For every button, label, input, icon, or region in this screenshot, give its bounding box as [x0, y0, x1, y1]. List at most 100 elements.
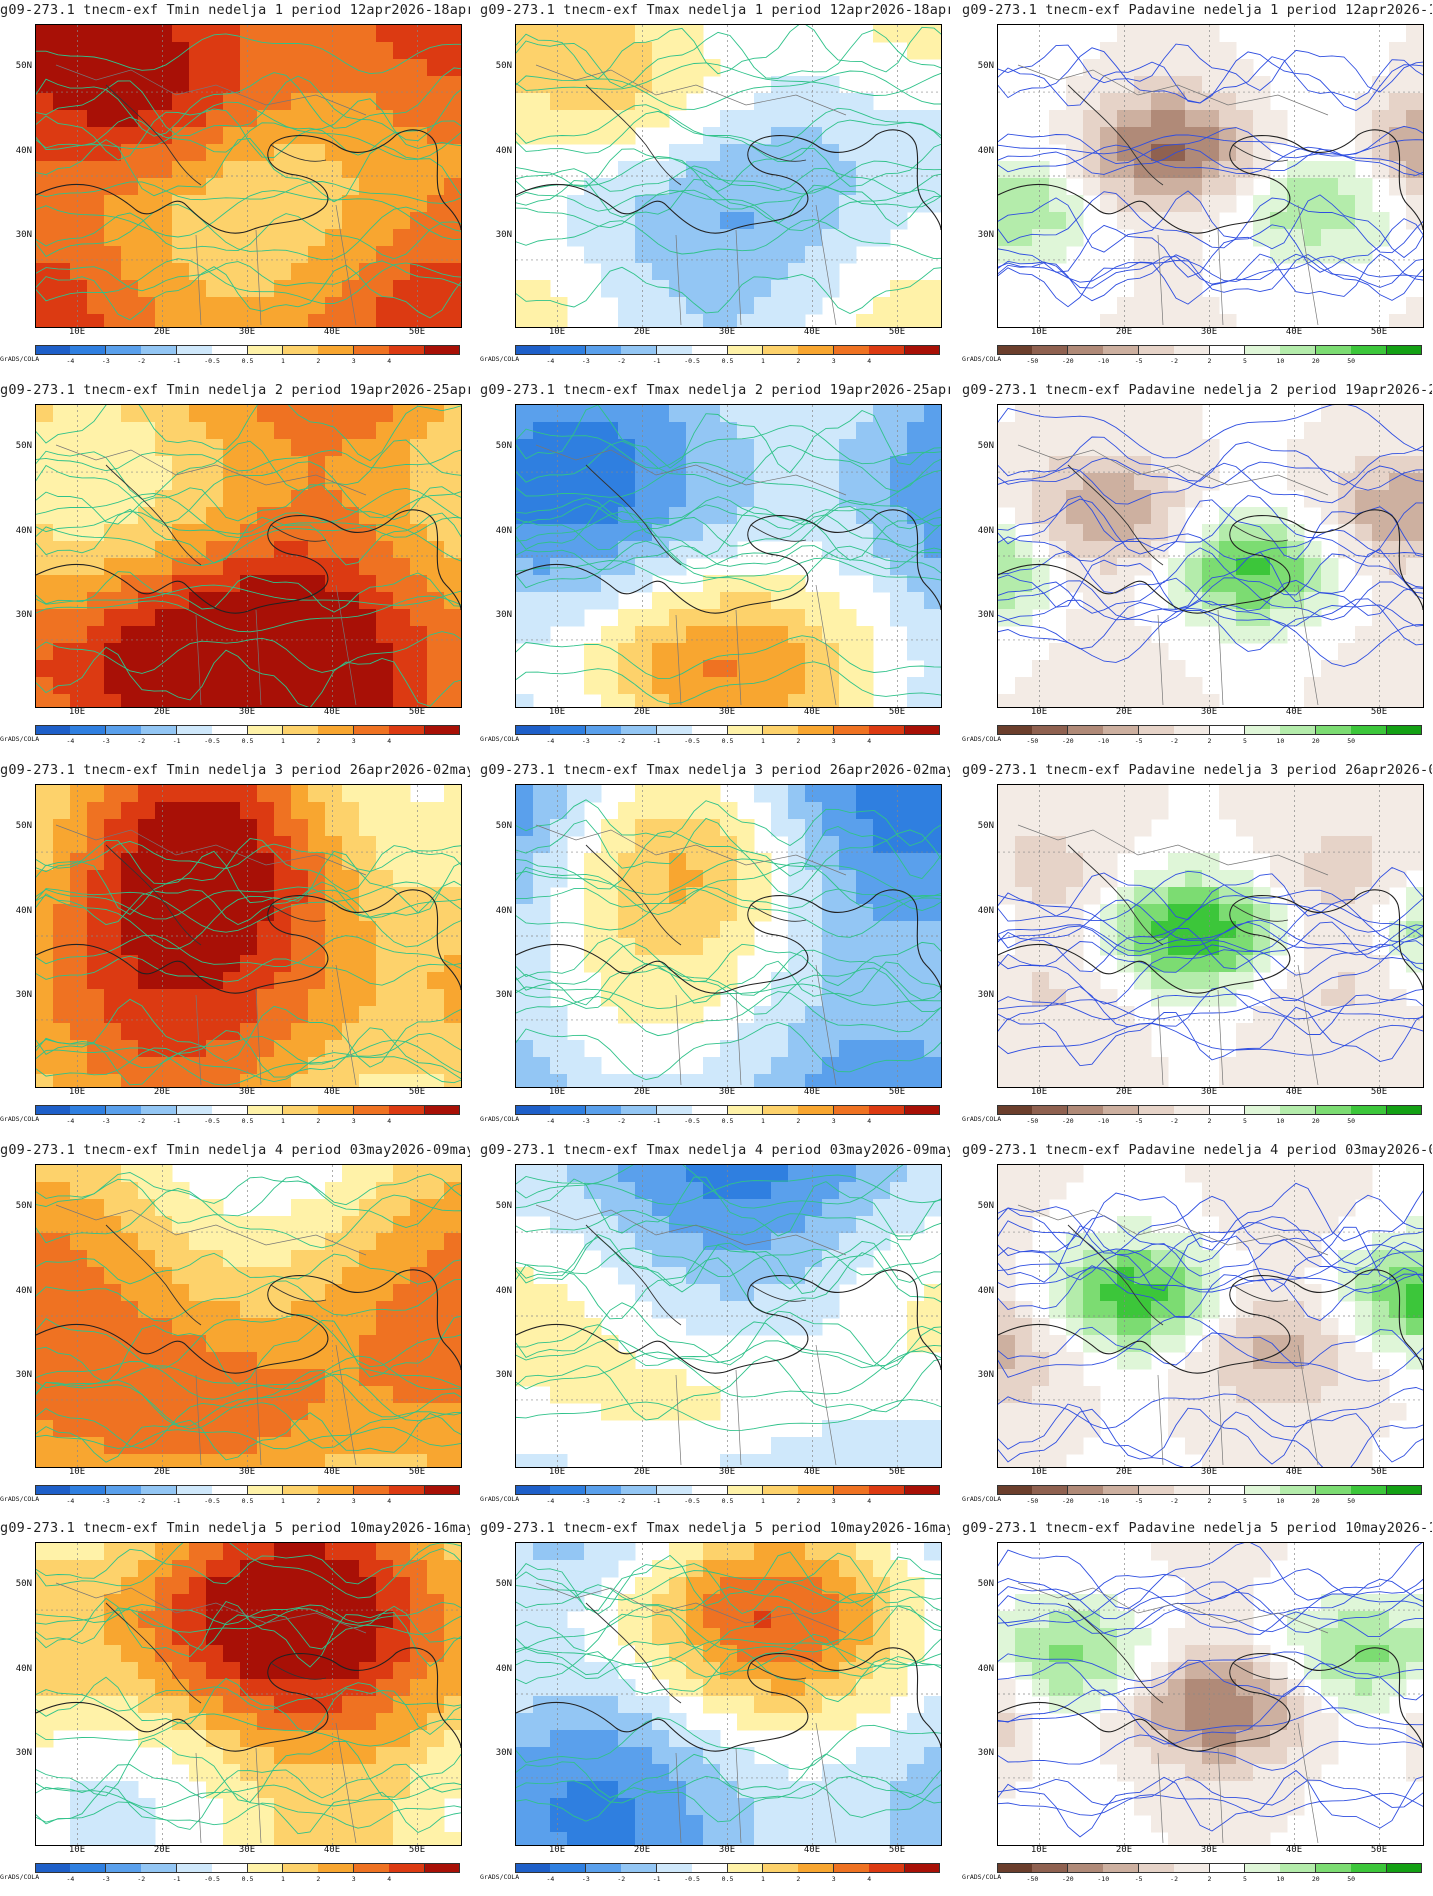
map-field — [36, 785, 461, 1087]
field-cell — [652, 1369, 670, 1387]
field-cell — [1083, 456, 1101, 474]
field-cell — [907, 1454, 925, 1467]
field-cell — [104, 490, 122, 508]
field-cell — [1117, 422, 1135, 440]
field-cell — [70, 280, 88, 298]
field-cell — [516, 1318, 534, 1336]
grads-credit: GrADS/COLA — [0, 735, 39, 743]
field-cell — [138, 524, 156, 542]
field-cell — [1100, 1006, 1118, 1024]
field-cell — [1389, 456, 1407, 474]
field-cell — [771, 490, 789, 508]
field-cell — [1100, 110, 1118, 128]
field-cell — [1219, 524, 1237, 542]
field-cell — [1032, 422, 1050, 440]
field-cell — [206, 42, 224, 60]
field-cell — [240, 694, 258, 707]
field-cell — [274, 1352, 292, 1370]
field-cell — [104, 802, 122, 820]
field-cell — [1049, 405, 1067, 423]
field-cell — [703, 473, 721, 491]
field-cell — [1134, 694, 1152, 707]
field-cell — [223, 643, 241, 661]
field-cell — [291, 626, 309, 644]
colorbar-label: -1 — [165, 1117, 189, 1125]
field-cell — [410, 575, 428, 593]
field-cell — [1168, 144, 1186, 162]
field-cell — [805, 246, 823, 264]
field-cell — [1406, 1318, 1423, 1336]
field-cell — [516, 1352, 534, 1370]
field-cell — [121, 42, 139, 60]
field-cell — [516, 853, 534, 871]
field-cell — [856, 229, 874, 247]
field-cell — [550, 1386, 568, 1404]
field-cell — [754, 609, 772, 627]
field-cell — [257, 643, 275, 661]
field-cell — [1066, 989, 1084, 1007]
field-cell — [70, 1335, 88, 1353]
field-cell — [805, 904, 823, 922]
field-cell — [1321, 507, 1339, 525]
field-cell — [291, 802, 309, 820]
field-cell — [36, 541, 54, 559]
field-cell — [907, 955, 925, 973]
field-cell — [240, 42, 258, 60]
field-cell — [444, 1074, 461, 1087]
field-cell — [410, 195, 428, 213]
lat-label: 50N — [482, 441, 512, 451]
lon-label: 10E — [1024, 707, 1054, 717]
field-cell — [87, 853, 105, 871]
field-cell — [240, 1335, 258, 1353]
field-cell — [1168, 904, 1186, 922]
field-cell — [1389, 93, 1407, 111]
field-cell — [822, 1233, 840, 1251]
field-cell — [189, 314, 207, 327]
field-cell — [325, 558, 343, 576]
field-cell — [444, 1233, 461, 1251]
field-cell — [998, 1250, 1016, 1268]
field-cell — [652, 819, 670, 837]
field-cell — [1083, 1074, 1101, 1087]
field-cell — [87, 195, 105, 213]
field-cell — [138, 422, 156, 440]
field-cell — [1270, 819, 1288, 837]
field-cell — [1100, 405, 1118, 423]
colorbar-label: -1 — [165, 357, 189, 365]
field-cell — [274, 25, 292, 43]
field-cell — [121, 405, 139, 423]
field-cell — [1202, 439, 1220, 457]
field-cell — [1117, 439, 1135, 457]
field-cell — [376, 785, 394, 803]
field-cell — [1134, 1335, 1152, 1353]
field-cell — [635, 972, 653, 990]
colorbar-frame — [997, 725, 1422, 735]
field-cell — [1066, 836, 1084, 854]
field-cell — [998, 246, 1016, 264]
field-cell — [788, 1057, 806, 1075]
field-cell — [359, 1454, 377, 1467]
field-cell — [720, 439, 738, 457]
field-cell — [533, 490, 551, 508]
field-cell — [444, 439, 461, 457]
field-cell — [516, 887, 534, 905]
field-cell — [155, 1233, 173, 1251]
field-cell — [998, 490, 1016, 508]
field-cell — [805, 263, 823, 281]
field-cell — [1100, 626, 1118, 644]
field-cell — [70, 314, 88, 327]
field-cell — [427, 626, 445, 644]
field-cell — [1015, 592, 1033, 610]
field-cell — [771, 626, 789, 644]
field-cell — [754, 110, 772, 128]
field-cell — [754, 405, 772, 423]
field-cell — [274, 558, 292, 576]
field-cell — [1066, 1352, 1084, 1370]
field-cell — [998, 456, 1016, 474]
field-cell — [533, 1454, 551, 1467]
field-cell — [1134, 1284, 1152, 1302]
field-cell — [771, 1057, 789, 1075]
field-cell — [669, 694, 687, 707]
field-cell — [669, 1182, 687, 1200]
colorbar-label: 5 — [1233, 1117, 1257, 1125]
